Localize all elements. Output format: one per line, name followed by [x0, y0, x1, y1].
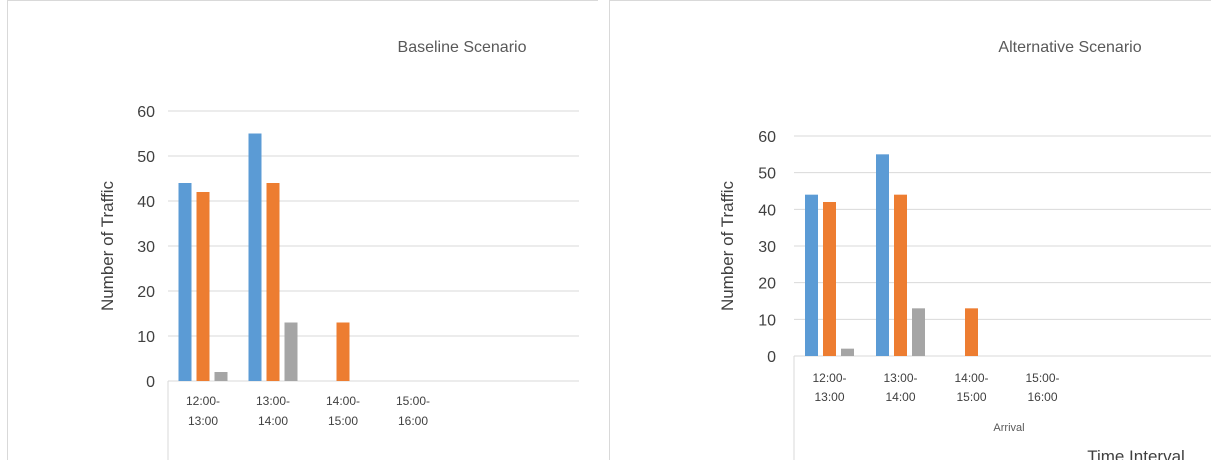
x-tick-label: 15:00	[328, 414, 358, 428]
x-tick-label: 12:00-	[186, 394, 220, 408]
y-axis-label: Number of Traffic	[98, 180, 117, 311]
x-tick-label: 14:00-	[326, 394, 360, 408]
y-tick-label: 40	[758, 202, 776, 219]
x-tick-label: 14:00-	[954, 371, 988, 385]
x-tick-label: 15:00	[956, 390, 986, 404]
bar	[876, 154, 889, 356]
bar	[894, 194, 907, 356]
bar	[248, 133, 262, 381]
y-tick-label: 10	[758, 312, 776, 329]
x-tick-label: 13:00-	[883, 371, 917, 385]
bar	[266, 183, 280, 381]
y-tick-label: 20	[758, 276, 776, 293]
x-tick-label: 15:00-	[1025, 371, 1059, 385]
baseline-chart-svg: Baseline Scenario 0 10 20 30 40 50 60 Number of …	[98, 39, 579, 460]
chart-title: Baseline Scenario	[398, 39, 527, 56]
x-tick-label: 14:00	[885, 390, 915, 404]
bar	[805, 194, 818, 356]
x-tick-label: 16:00	[398, 414, 428, 428]
x-tick-label: 15:00-	[396, 394, 430, 408]
y-tick-label: 60	[137, 104, 155, 121]
x-tick-label: 12:00-	[812, 371, 846, 385]
bar	[196, 192, 210, 381]
y-tick-label: 30	[137, 239, 155, 256]
y-tick-label: 20	[137, 284, 155, 301]
bar	[823, 202, 836, 356]
y-tick-label: 60	[758, 129, 776, 146]
x-tick-label: 16:00	[1027, 390, 1057, 404]
bar	[965, 308, 978, 356]
y-tick-label: 40	[137, 194, 155, 211]
alternative-chart-svg: Alternative Scenario 0 10 20 30 40 50 60 Number …	[718, 39, 1211, 460]
x-tick-label: 14:00	[258, 414, 288, 428]
bar	[841, 348, 854, 356]
bar	[336, 322, 350, 381]
y-tick-label: 0	[767, 349, 776, 366]
y-tick-label: 50	[758, 166, 776, 183]
bar	[214, 372, 228, 381]
bar	[284, 322, 298, 381]
chart-title: Alternative Scenario	[998, 39, 1141, 56]
y-axis-label: Number of Traffic	[718, 180, 737, 311]
x-tick-label: 13:00	[814, 390, 844, 404]
x-tick-label: 13:00	[188, 414, 218, 428]
x-axis-label: Time Interval	[1087, 447, 1185, 460]
x-axis-sublabel: Arrival	[993, 422, 1024, 434]
bar	[912, 308, 925, 356]
y-tick-label: 10	[137, 329, 155, 346]
y-tick-label: 30	[758, 239, 776, 256]
x-tick-label: 13:00-	[256, 394, 290, 408]
y-tick-label: 0	[146, 374, 155, 391]
y-tick-label: 50	[137, 149, 155, 166]
chart-panel-alternative: Alternative Scenario 0 10 20 30 40 50 60 Number …	[609, 0, 1211, 460]
chart-panel-baseline: Baseline Scenario 0 10 20 30 40 50 60 Number of …	[7, 0, 598, 460]
bar	[178, 183, 192, 381]
